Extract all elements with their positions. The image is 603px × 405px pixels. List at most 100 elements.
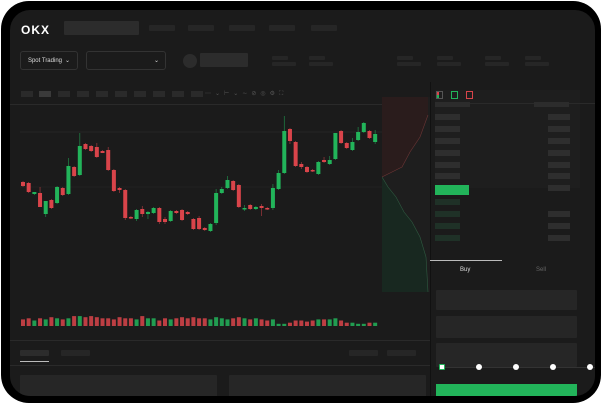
volume-bar <box>60 319 65 326</box>
filter-button[interactable] <box>387 350 416 356</box>
bid-row-price[interactable] <box>435 235 460 241</box>
drawing-icon[interactable]: ∼ <box>242 91 252 97</box>
candle-body <box>225 180 230 188</box>
fullscreen-icon[interactable]: ⛶ <box>279 91 288 97</box>
ask-row-amount[interactable] <box>548 150 570 156</box>
ask-row-amount[interactable] <box>548 114 570 120</box>
ask-row-amount[interactable] <box>548 162 570 168</box>
candle <box>367 130 372 139</box>
candle <box>72 166 77 177</box>
candle <box>276 170 281 190</box>
candle <box>282 116 287 174</box>
volume-bar <box>202 318 207 326</box>
timeframe-button[interactable] <box>21 91 33 97</box>
volume-bar <box>197 318 202 326</box>
price-input[interactable] <box>436 290 577 310</box>
volume-bar <box>299 320 304 326</box>
search-bar[interactable] <box>64 21 139 35</box>
volume-bar <box>322 319 327 326</box>
timeframe-button[interactable] <box>191 91 203 97</box>
bid-row-amount[interactable] <box>548 211 570 217</box>
ask-row-price[interactable] <box>435 138 460 144</box>
ask-row-amount[interactable] <box>548 126 570 132</box>
ask-row-price[interactable] <box>435 150 460 156</box>
candle <box>145 211 150 219</box>
amount-input[interactable] <box>436 316 577 338</box>
ruler-icon[interactable]: ⊘ <box>251 91 261 97</box>
settings-icon[interactable]: ⚙ <box>269 91 279 97</box>
bid-row-price[interactable] <box>435 223 460 229</box>
ask-row-amount[interactable] <box>548 185 570 191</box>
ask-row-amount[interactable] <box>548 138 570 144</box>
tab-sell[interactable]: Sell <box>536 267 547 273</box>
timeframe-button[interactable] <box>115 91 127 97</box>
candle-body <box>350 142 355 150</box>
tab-open-orders[interactable] <box>20 350 49 356</box>
tab-order-history[interactable] <box>61 350 90 356</box>
tab-buy[interactable]: Buy <box>460 267 471 273</box>
market-select[interactable]: Spot Trading ⌄ <box>20 51 78 70</box>
timeframe-button[interactable] <box>153 91 165 97</box>
pair-select[interactable]: ⌄ <box>86 51 166 70</box>
nav-item[interactable] <box>188 25 214 31</box>
volume-bar <box>236 317 241 326</box>
divider <box>435 103 595 104</box>
coin-avatar <box>183 54 197 68</box>
timeframe-button[interactable] <box>172 91 184 97</box>
candlestick-chart[interactable] <box>10 10 430 340</box>
total-input[interactable] <box>436 343 577 367</box>
timeframe-button[interactable] <box>134 91 146 97</box>
timeframe-button[interactable] <box>58 91 70 97</box>
candle <box>248 204 253 210</box>
nav-item[interactable] <box>269 25 295 31</box>
stat-label <box>437 56 453 60</box>
volume-bar <box>174 318 179 326</box>
ask-row-price[interactable] <box>435 173 460 179</box>
ask-row-price[interactable] <box>435 162 460 168</box>
nav-item[interactable] <box>311 25 337 31</box>
volume-bar <box>344 322 349 326</box>
ask-row-price[interactable] <box>435 126 460 132</box>
timeframe-button[interactable] <box>96 91 108 97</box>
bid-row-price[interactable] <box>435 211 460 217</box>
volume-bar <box>117 317 122 326</box>
ask-row-price[interactable] <box>435 114 460 120</box>
screenshot-icon[interactable]: ◎ <box>260 91 270 97</box>
buy-button[interactable] <box>436 384 577 396</box>
order-book-bids-icon[interactable] <box>451 91 458 99</box>
candle <box>197 216 202 230</box>
filter-button[interactable] <box>349 350 378 356</box>
candle <box>316 161 321 175</box>
order-book-both-icon[interactable] <box>436 91 443 99</box>
candle <box>219 187 224 194</box>
candle <box>242 205 247 211</box>
bid-row-amount[interactable] <box>548 235 570 241</box>
stat-label <box>272 56 288 60</box>
candle-body <box>140 209 145 214</box>
candle <box>26 182 31 193</box>
slider-stop[interactable] <box>587 364 593 370</box>
timeframe-button[interactable] <box>77 91 89 97</box>
candle-body <box>253 207 258 209</box>
volume-bar <box>248 319 253 326</box>
timeframe-button[interactable] <box>39 91 51 97</box>
volume-bar <box>305 321 309 326</box>
candle <box>333 133 338 160</box>
nav-item[interactable] <box>229 25 255 31</box>
slider-stop[interactable] <box>513 364 519 370</box>
nav-item[interactable] <box>149 25 175 31</box>
slider-stop[interactable] <box>439 364 445 370</box>
bid-row-price[interactable] <box>435 199 460 205</box>
candle <box>191 218 196 230</box>
bid-row-amount[interactable] <box>548 223 570 229</box>
okx-logo: OKX <box>21 23 51 37</box>
indicator-icon[interactable]: ⋯⌄ <box>205 91 225 97</box>
slider-stop[interactable] <box>550 364 556 370</box>
info-panel <box>229 375 426 396</box>
candle-type-icon[interactable]: ⊢⌄ <box>224 91 243 97</box>
order-book-asks-icon[interactable] <box>466 91 473 99</box>
slider-stop[interactable] <box>476 364 482 370</box>
ask-row-amount[interactable] <box>548 173 570 179</box>
stat-value <box>525 62 549 66</box>
candle <box>128 216 133 219</box>
